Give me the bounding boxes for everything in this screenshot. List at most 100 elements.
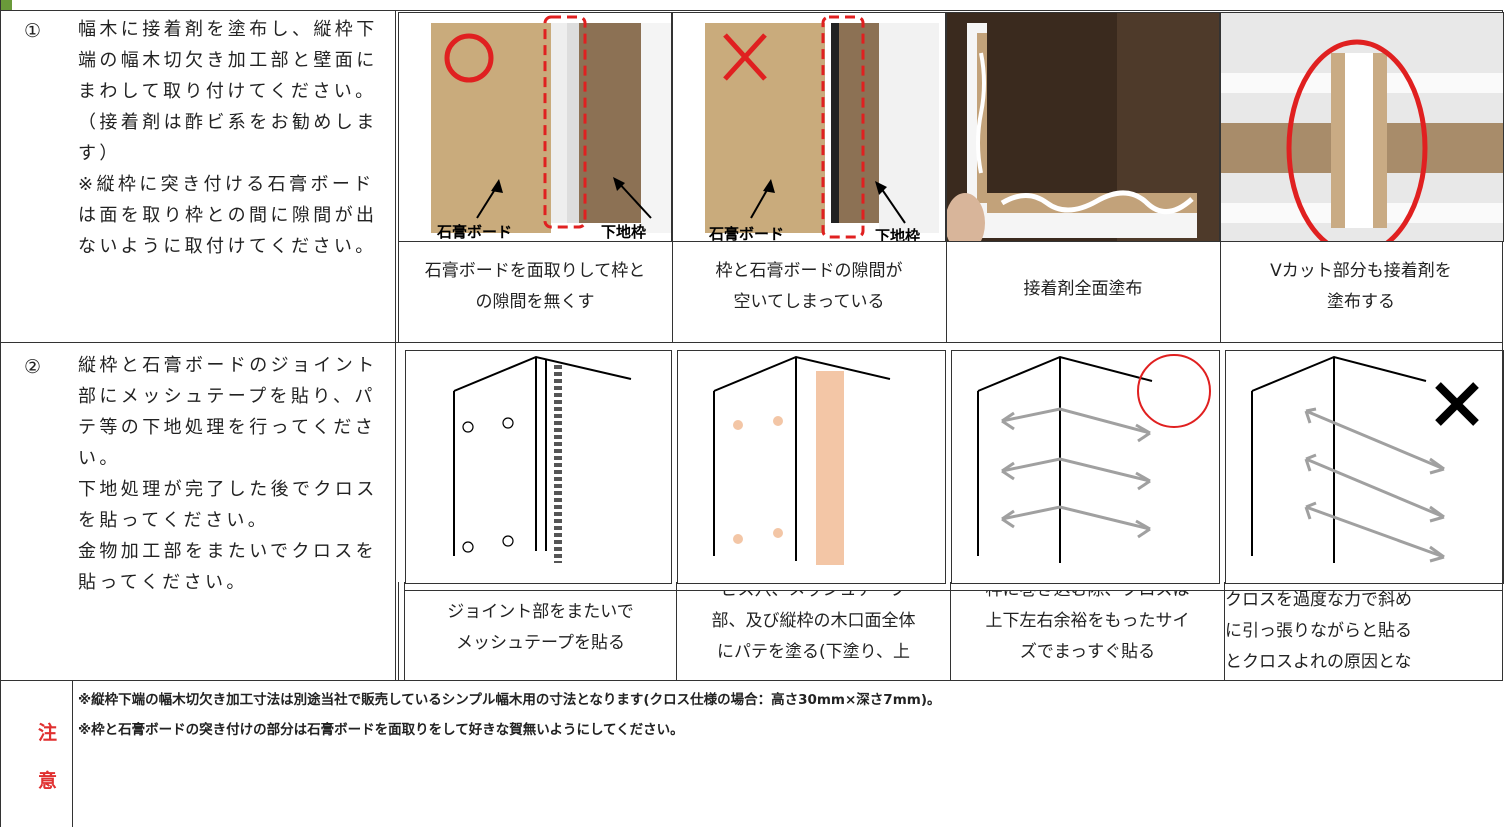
illustration-shape — [1001, 509, 1015, 529]
illustration-shape — [1435, 382, 1479, 426]
illustration-shape — [462, 421, 474, 433]
illustration-shape — [1345, 53, 1373, 228]
note-line: ※枠と石膏ボードの突き付けの部分は石膏ボードを面取りをして好きな賀無いようにして… — [78, 722, 684, 738]
step-number: ② — [24, 356, 42, 378]
text-line: の隙間を無くす — [475, 292, 595, 312]
drawing — [1225, 350, 1504, 584]
illustration-shape — [713, 355, 891, 565]
step-text: 縦枠と石膏ボードのジョイント部にメッシュテープを貼り、パテ等の下地処理を行ってく… — [78, 350, 390, 598]
illustration-shape — [567, 23, 579, 223]
illustration-shape — [1135, 471, 1151, 491]
illustration-shape — [1305, 457, 1445, 519]
illustration-shape — [816, 371, 844, 565]
caption: ジョイント部をまたいで メッシュテープを貼る — [405, 597, 676, 680]
border — [1224, 582, 1225, 680]
note-label: 意 — [38, 770, 58, 792]
border — [950, 582, 951, 680]
border — [1220, 240, 1221, 342]
border — [404, 582, 405, 680]
illustration-shape — [705, 23, 825, 233]
illustration-shape — [1001, 407, 1151, 435]
text-line: 上下左右余裕をもったサイ — [985, 611, 1190, 631]
border — [1502, 10, 1503, 680]
illustration-shape — [773, 416, 783, 426]
caption: クロスを過度な力で斜め に引っ張りながらと貼る とクロスよれの原因とな — [1225, 591, 1502, 680]
illustration-shape — [839, 23, 879, 223]
text-line: 接着剤全面塗布 — [1023, 279, 1143, 299]
illustration-shape — [1001, 505, 1151, 531]
border — [398, 240, 399, 342]
text-line: にパテを塗る(下塗り、上 — [717, 642, 910, 662]
border — [0, 0, 1, 827]
illustration-shape — [733, 420, 743, 430]
paragraph: 縦枠と石膏ボードのジョイント部にメッシュテープを貼り、パテ等の下地処理を行ってく… — [78, 355, 378, 469]
border — [72, 680, 73, 827]
illustration-shape — [1000, 190, 1194, 214]
drawing — [951, 350, 1220, 584]
illustration-shape — [502, 535, 514, 547]
text-line: メッシュテープを貼る — [456, 633, 625, 653]
border — [404, 590, 1502, 591]
paragraph: 幅木に接着剤を塗布し、縦枠下端の幅木切欠き加工部と壁面にまわして取り付けてくださ… — [78, 19, 378, 102]
photo-image — [947, 13, 1219, 241]
photo — [946, 12, 1220, 242]
illustration-shape — [1429, 457, 1445, 475]
illustration-shape — [723, 33, 767, 81]
illustration-shape — [1251, 355, 1479, 563]
text-line: ジョイント部をまたいで — [447, 602, 634, 622]
paragraph: （接着剤は酢ビ系をお勧めします） — [78, 112, 378, 164]
illustration-shape — [1135, 519, 1151, 539]
drawing — [677, 350, 946, 584]
illustration-shape — [875, 181, 887, 195]
step-text: 幅木に接着剤を塗布し、縦枠下端の幅木切欠き加工部と壁面にまわして取り付けてくださ… — [78, 14, 390, 262]
illustration-shape — [733, 534, 743, 544]
border — [0, 10, 1503, 11]
photo-label: 石膏ボード — [709, 225, 785, 242]
illustration-shape — [967, 23, 1197, 238]
photo: 石膏ボード 下地枠 — [672, 12, 946, 242]
illustration-shape — [831, 23, 839, 223]
illustration-shape — [976, 52, 986, 174]
illustration-shape — [616, 180, 652, 219]
illustration-shape — [453, 355, 632, 563]
border — [398, 582, 399, 680]
illustration-shape — [1135, 423, 1151, 443]
illustration-shape — [444, 33, 494, 83]
text-line: に引っ張りながらと貼る — [1225, 621, 1412, 641]
photo-label: 石膏ボード — [437, 223, 513, 241]
note-label: 注 — [38, 722, 58, 744]
illustration-shape — [1251, 355, 1427, 392]
photo — [1220, 12, 1504, 242]
step-number: ① — [24, 20, 42, 42]
illustration-shape — [453, 355, 632, 392]
text-line: 枠に巻き込む際、クロスは — [951, 591, 1224, 606]
border — [0, 342, 1503, 343]
photo-label: 下地枠 — [875, 227, 921, 242]
illustration-shape — [491, 179, 503, 193]
text-line: 空いてしまっている — [733, 292, 885, 312]
border — [676, 582, 677, 680]
text-line: Vカット部分も接着剤を — [1270, 261, 1452, 281]
illustration-shape — [1001, 457, 1151, 483]
illustration-shape — [1304, 453, 1317, 472]
text-line: クロスを過度な力で斜め — [1225, 591, 1412, 610]
photo-image — [705, 15, 939, 239]
note-line: ※縦枠下端の幅木切欠き加工寸法は別途当社で販売しているシンプル幅木用の寸法となり… — [78, 692, 941, 708]
corner-mark — [0, 0, 12, 10]
text-line: 塗布する — [1327, 292, 1395, 312]
illustration-shape — [1304, 407, 1317, 424]
caption: 石膏ボードを面取りして枠と の隙間を無くす — [399, 256, 671, 318]
illustration-shape — [1304, 407, 1445, 563]
illustration-shape — [1001, 411, 1015, 431]
text-line: 石膏ボードを面取りして枠と — [424, 261, 646, 281]
caption: 枠に巻き込む際、クロスは上下左右余裕をもったサイズでまっすぐ貼る — [951, 591, 1224, 680]
photo-image — [1221, 13, 1503, 241]
illustration-shape — [977, 355, 1153, 392]
paragraph: 金物加工部をまたいでクロスを貼ってください。 — [78, 541, 378, 593]
illustration-shape — [1137, 354, 1211, 428]
photo: 石膏ボード 下地枠 — [398, 12, 672, 242]
caption: Vカット部分も接着剤を 塗布する — [1221, 256, 1501, 318]
illustration-shape — [1305, 505, 1445, 559]
illustration-shape — [502, 417, 514, 429]
